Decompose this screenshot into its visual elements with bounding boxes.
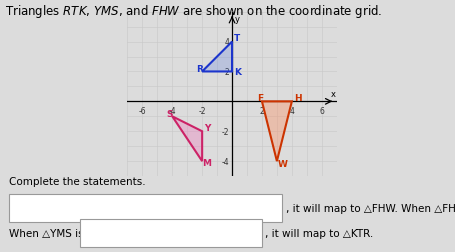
Text: , it will map to △FHW. When △FHW is: , it will map to △FHW. When △FHW is [286, 203, 455, 213]
Text: F: F [257, 93, 263, 102]
Text: Triangles $\mathit{RTK}$, $\mathit{YMS}$, and $\mathit{FHW}$ are shown on the co: Triangles $\mathit{RTK}$, $\mathit{YMS}$… [5, 3, 382, 19]
Text: T: T [233, 34, 240, 43]
Text: 2: 2 [259, 106, 264, 115]
Text: x: x [331, 89, 336, 98]
Text: H: H [293, 93, 301, 102]
Text: -2: -2 [222, 127, 229, 136]
Text: Complete the statements.: Complete the statements. [9, 176, 146, 186]
Text: -2: -2 [198, 106, 206, 115]
Text: When △YMS is: When △YMS is [9, 228, 84, 238]
Text: y: y [235, 15, 240, 24]
Text: S: S [167, 109, 173, 118]
Text: 6: 6 [319, 106, 324, 115]
Text: -4: -4 [222, 157, 229, 166]
Text: R: R [196, 65, 203, 73]
Polygon shape [202, 42, 232, 72]
Text: Y: Y [204, 123, 210, 133]
Text: -6: -6 [138, 106, 146, 115]
Text: K: K [234, 68, 241, 77]
Text: 2: 2 [224, 68, 229, 77]
Text: , it will map to △KTR.: , it will map to △KTR. [265, 228, 374, 238]
Text: 4: 4 [224, 38, 229, 47]
Text: ▼: ▼ [269, 203, 275, 212]
Text: M: M [202, 159, 211, 168]
Text: 4: 4 [289, 106, 294, 115]
Polygon shape [262, 102, 292, 162]
Text: ▼: ▼ [249, 229, 255, 238]
Polygon shape [172, 117, 202, 162]
Text: W: W [278, 159, 288, 168]
Text: -4: -4 [168, 106, 176, 115]
